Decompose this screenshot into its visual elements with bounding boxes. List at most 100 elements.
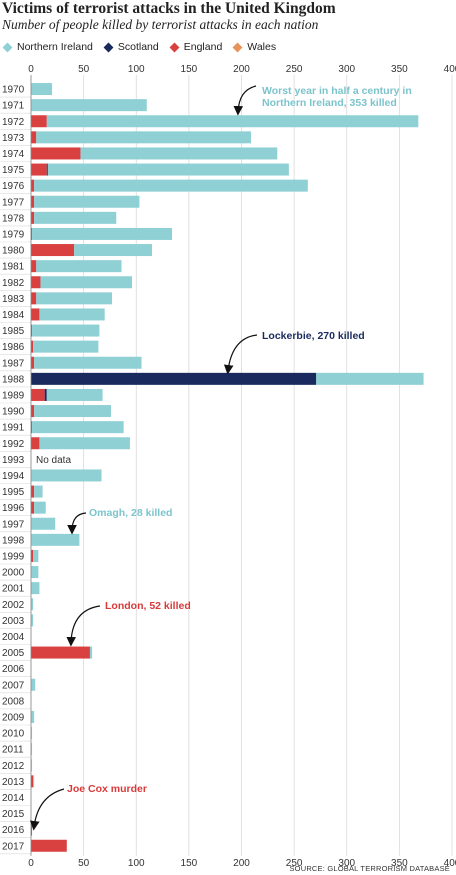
annotation-arrow-1998 [67,512,87,535]
legend-label-wales: Wales [247,41,277,53]
bar-1981-england [31,260,37,273]
bar-1983-england [31,292,37,305]
annotation-arrow-2016 [30,788,65,831]
year-label-1971: 1971 [2,101,25,112]
bar-1981-northern-ireland [36,260,122,273]
bar-1978-england [31,211,35,224]
year-label-1975: 1975 [2,165,25,176]
legend-item-northern-ireland: Northern Ireland [2,41,93,53]
year-label-1980: 1980 [2,246,25,257]
bar-1990-northern-ireland [34,405,111,418]
year-label-2000: 2000 [2,568,25,579]
bar-1979-northern-ireland [32,227,173,240]
bar-2000-northern-ireland [31,566,39,579]
x-tick-top-350: 350 [391,64,408,75]
legend: Northern Ireland Scotland England Wales [2,41,288,53]
bar-1990-england [31,405,35,418]
bar-1971-northern-ireland [31,99,147,112]
x-tick-top-150: 150 [181,64,198,75]
bar-2005-northern-ireland [89,646,93,659]
year-label-2015: 2015 [2,809,25,820]
x-tick-top-100: 100 [128,64,145,75]
bar-1989-england [31,388,45,401]
annotation-1972-line-0: Worst year in half a century in [262,85,412,97]
bar-1982-northern-ireland [40,276,133,289]
year-label-1987: 1987 [2,358,25,369]
bar-1982-england [31,276,41,289]
bar-1980-northern-ireland [74,244,153,257]
bar-1997-northern-ireland [31,517,56,530]
x-tick-top-250: 250 [286,64,303,75]
year-label-2008: 2008 [2,696,25,707]
year-label-1998: 1998 [2,535,25,546]
bar-1979-england [31,227,33,240]
year-label-1993: 1993 [2,455,25,466]
annotation-2005-line-0: London, 52 killed [105,600,191,612]
year-label-2006: 2006 [2,664,25,675]
bar-1996-northern-ireland [34,501,46,514]
bar-1985-northern-ireland [32,324,100,337]
bar-1976-northern-ireland [34,179,308,192]
bar-1988-northern-ireland [316,372,424,385]
bar-1978-northern-ireland [34,211,117,224]
x-tick-bottom-200: 200 [233,858,250,869]
bar-1987-england [31,356,35,369]
year-label-1973: 1973 [2,133,25,144]
legend-label-scotland: Scotland [117,41,159,53]
bar-1980-england [31,244,75,257]
annotation-arrow-1988 [223,334,258,375]
bar-1975-england [31,163,47,176]
bar-1974-northern-ireland [80,147,278,160]
legend-label-northern-ireland: Northern Ireland [17,41,93,53]
bar-1984-northern-ireland [39,308,105,321]
year-label-1991: 1991 [2,423,25,434]
year-label-1981: 1981 [2,262,25,273]
annotation-1972-line-1: Northern Ireland, 353 killed [262,97,397,109]
year-label-1970: 1970 [2,85,25,96]
bar-2017-england [31,839,67,852]
bar-2003-northern-ireland [31,614,34,627]
bar-1972-northern-ireland [46,115,419,128]
year-label-1974: 1974 [2,149,25,160]
year-label-2003: 2003 [2,616,25,627]
bar-2002-northern-ireland [31,598,34,611]
bar-2013-northern-ireland [33,775,35,788]
year-label-2016: 2016 [2,825,25,836]
legend-item-wales: Wales [232,41,277,53]
x-tick-top-0: 0 [28,64,34,75]
year-label-2009: 2009 [2,712,25,723]
year-label-1978: 1978 [2,213,25,224]
bar-1972-england [31,115,47,128]
bar-2001-northern-ireland [31,582,40,595]
bar-1998-northern-ireland [31,533,80,546]
bar-1977-england [31,195,35,208]
year-label-2004: 2004 [2,632,25,643]
bar-1992-northern-ireland [39,437,130,450]
x-tick-top-50: 50 [78,64,90,75]
x-tick-bottom-0: 0 [28,858,34,869]
x-tick-bottom-350: 350 [391,858,408,869]
bar-2012-northern-ireland [31,759,33,772]
bar-2013-england [31,775,34,788]
year-label-1983: 1983 [2,294,25,305]
bar-1989-northern-ireland [46,388,103,401]
legend-item-england: England [169,41,222,53]
year-label-2012: 2012 [2,761,25,772]
year-label-1984: 1984 [2,310,25,321]
annotation-arrow-2005 [66,605,101,647]
x-tick-top-200: 200 [233,64,250,75]
source-note: SOURCE: GLOBAL TERRORISM DATABASE [289,864,450,873]
bar-1995-northern-ireland [34,485,43,498]
year-label-1982: 1982 [2,278,25,289]
year-label-1999: 1999 [2,551,25,562]
chart-subtitle: Number of people killed by terrorist att… [2,17,319,32]
bar-1999-northern-ireland [33,549,39,562]
bar-1988-scotland [31,372,317,385]
bar-1975-scotland [46,163,48,176]
bar-2010-northern-ireland [31,727,33,740]
year-label-2002: 2002 [2,600,25,611]
bar-1999-england [31,549,34,562]
bar-1983-northern-ireland [36,292,113,305]
year-label-1990: 1990 [2,407,25,418]
